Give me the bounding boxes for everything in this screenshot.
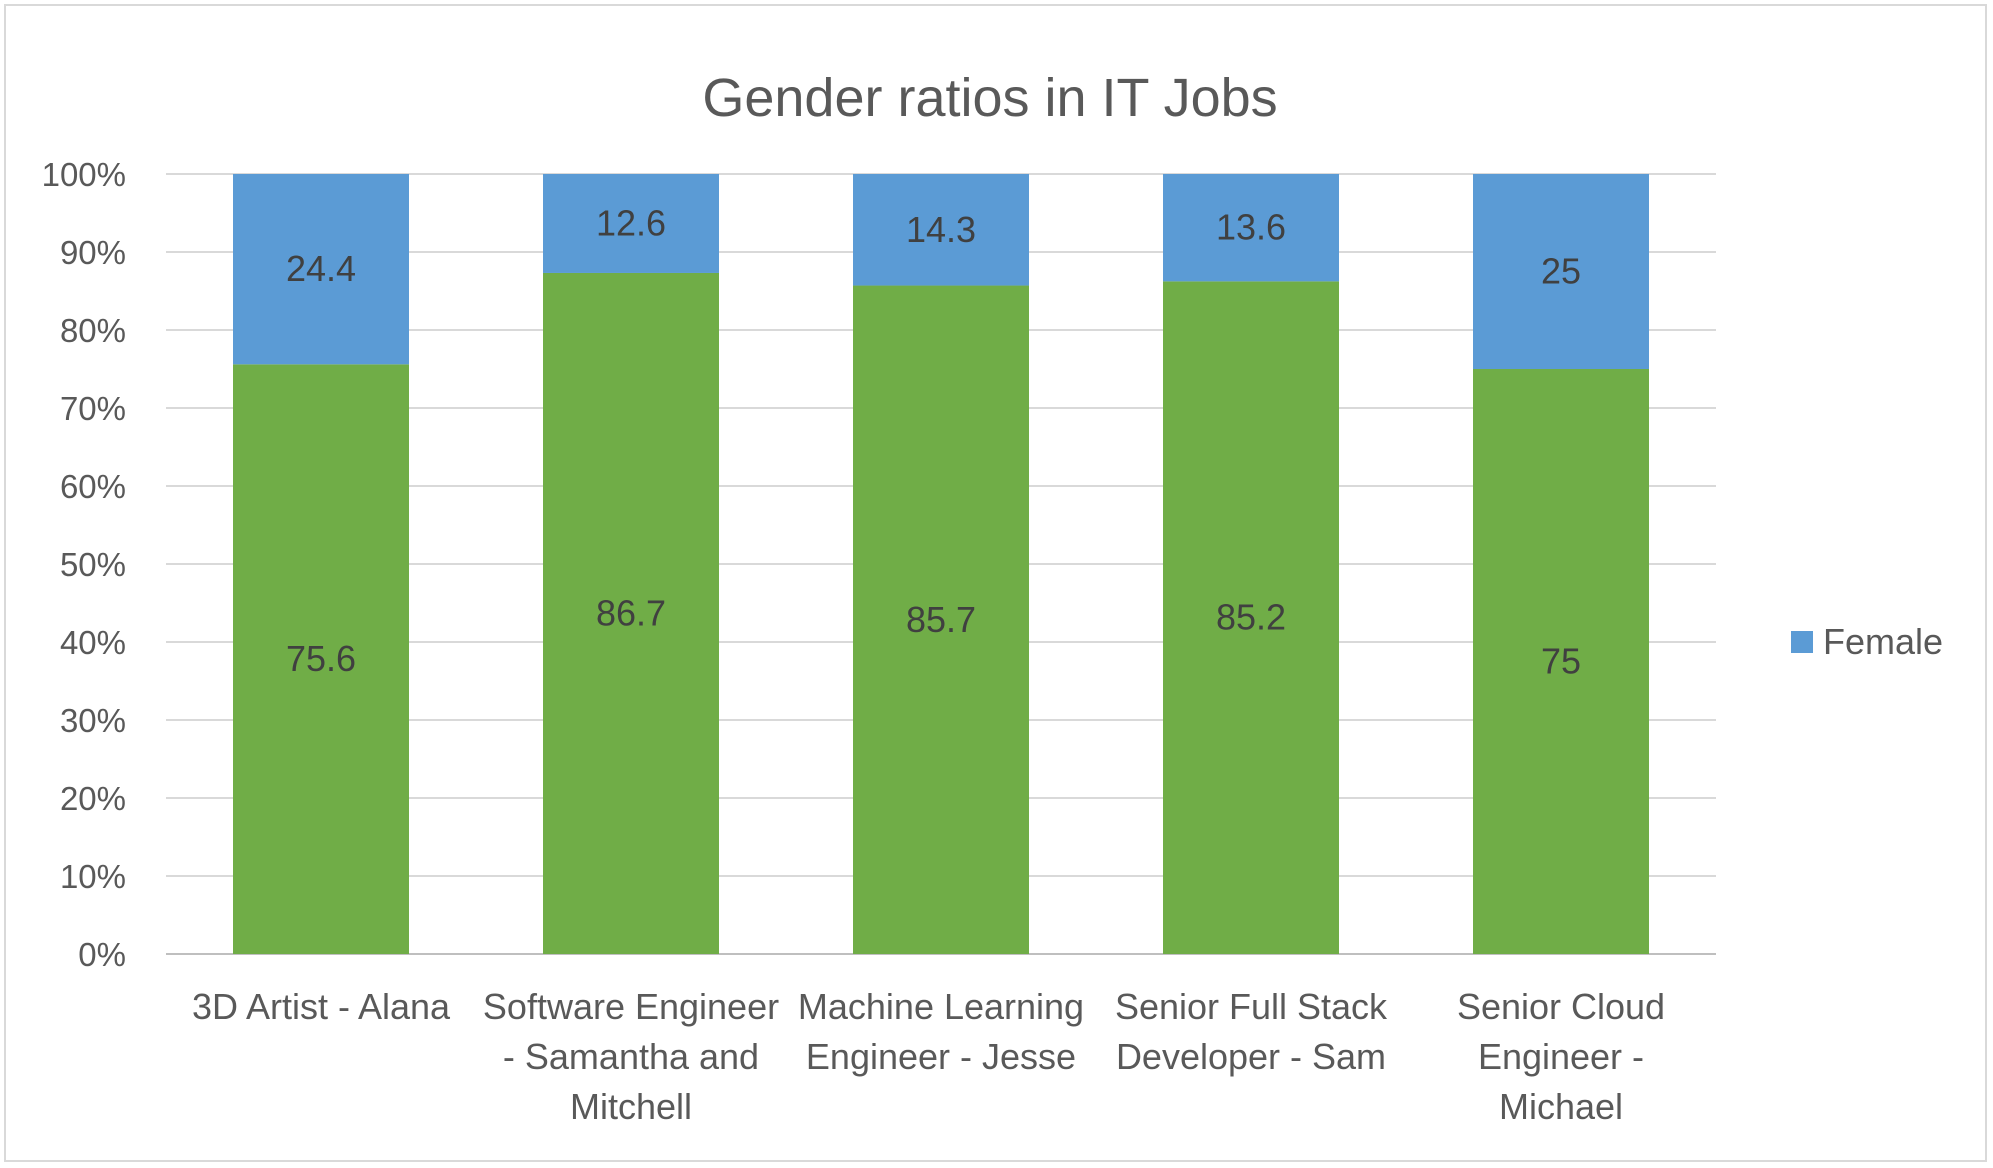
- y-tick-label: 40%: [60, 624, 126, 661]
- x-category-label: Engineer - Jesse: [806, 1036, 1076, 1077]
- x-category-label: Developer - Sam: [1116, 1036, 1386, 1077]
- data-label: 75: [1541, 641, 1581, 682]
- x-category-label: Software Engineer: [483, 986, 779, 1027]
- bars: [233, 174, 1649, 955]
- y-tick-label: 70%: [60, 390, 126, 427]
- data-label: 85.2: [1216, 597, 1286, 638]
- data-label: 24.4: [286, 248, 356, 289]
- legend-swatch-female: [1791, 631, 1813, 653]
- y-tick-label: 100%: [42, 156, 126, 193]
- data-label: 85.7: [906, 599, 976, 640]
- bar-segment-female: [1473, 174, 1649, 369]
- y-tick-label: 10%: [60, 858, 126, 895]
- bar-segment-lower: [1163, 281, 1339, 954]
- y-tick-label: 0%: [78, 936, 126, 973]
- data-label: 14.3: [906, 209, 976, 250]
- bar-segment-female: [543, 174, 719, 273]
- bar-segment-female: [233, 174, 409, 365]
- bar-segment-lower: [853, 285, 1029, 954]
- bar-segment-female: [1163, 174, 1339, 282]
- y-axis: 0% 10% 20% 30% 40% 50% 60% 70% 80% 90% 100%: [42, 156, 126, 973]
- chart-title: Gender ratios in IT Jobs: [702, 68, 1277, 128]
- x-category-label: Engineer -: [1478, 1036, 1644, 1077]
- x-category-label: 3D Artist - Alana: [192, 986, 451, 1027]
- x-category-label: Mitchell: [570, 1086, 692, 1127]
- bar-segment-lower: [233, 364, 409, 954]
- y-tick-label: 30%: [60, 702, 126, 739]
- data-label: 13.6: [1216, 207, 1286, 248]
- y-tick-label: 60%: [60, 468, 126, 505]
- x-axis: 3D Artist - Alana Software Engineer - Sama…: [192, 986, 1665, 1127]
- data-labels: 75.6 24.4 86.7 12.6 85.7 14.3 85.2 13.6 75 25: [286, 202, 1581, 681]
- y-tick-label: 20%: [60, 780, 126, 817]
- x-category-label: Senior Full Stack: [1115, 986, 1388, 1027]
- legend: Female: [1791, 621, 1943, 662]
- data-label: 86.7: [596, 592, 666, 633]
- bar-segment-lower: [543, 272, 719, 955]
- data-label: 75.6: [286, 638, 356, 679]
- x-category-label: - Samantha and: [503, 1036, 759, 1077]
- y-tick-label: 50%: [60, 546, 126, 583]
- y-tick-label: 80%: [60, 312, 126, 349]
- data-label: 12.6: [596, 202, 666, 243]
- x-category-label: Michael: [1499, 1086, 1623, 1127]
- bar-segment-lower: [1473, 369, 1649, 954]
- legend-label-female: Female: [1823, 621, 1943, 662]
- x-category-label: Machine Learning: [798, 986, 1084, 1027]
- x-category-label: Senior Cloud: [1457, 986, 1665, 1027]
- y-tick-label: 90%: [60, 234, 126, 271]
- data-label: 25: [1541, 251, 1581, 292]
- bar-segment-female: [853, 174, 1029, 286]
